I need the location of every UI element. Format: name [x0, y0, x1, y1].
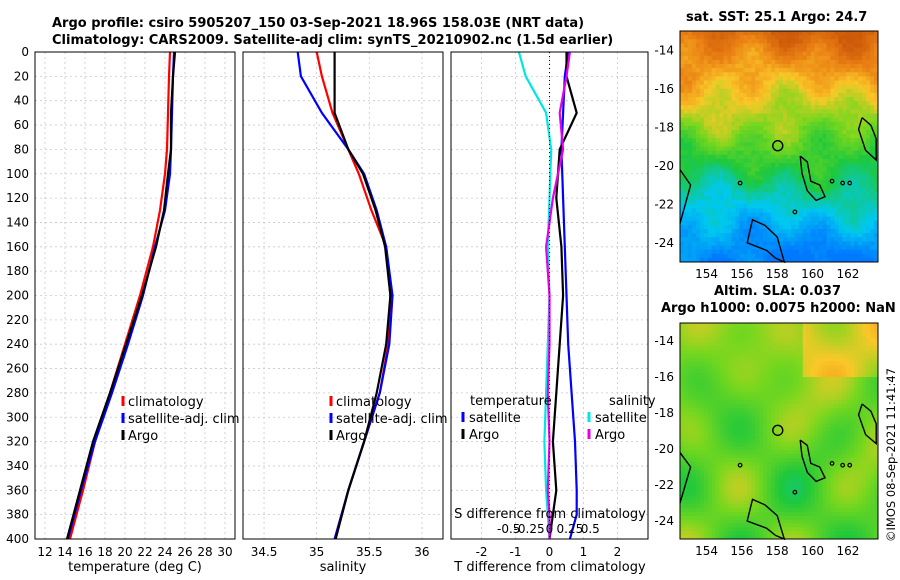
temp-ytick-label: 160	[6, 240, 29, 254]
sst-map-ytick-label: -14	[654, 43, 674, 57]
sst-map-xtick-label: 162	[836, 267, 859, 281]
temp-ytick-label: 180	[6, 264, 29, 278]
sst-map-ytick-label: -16	[654, 82, 674, 96]
diff-xlabel: T difference from climatology	[453, 560, 646, 575]
diff-legend-label: Argo	[595, 428, 625, 443]
sla-map-xtick-label: 154	[695, 544, 718, 558]
sal-legend-label: climatology	[336, 395, 412, 410]
temp-ytick-label: 320	[6, 435, 29, 449]
temp-ytick-label: 40	[14, 94, 29, 108]
sst-map-xtick-label: 158	[766, 267, 789, 281]
sla-map-xtick-label: 160	[801, 544, 824, 558]
sla-map-ytick-label: -16	[654, 370, 674, 384]
temp-ytick-label: 220	[6, 313, 29, 327]
sla-map-ytick-label: -18	[654, 406, 674, 420]
diff-legend-temp-title: temperature	[470, 394, 552, 409]
sst-map-ytick-label: -20	[654, 159, 674, 173]
temp-ytick-label: 140	[6, 215, 29, 229]
diff-legend-label: satellite	[469, 411, 521, 426]
sst-map-ytick-label: -22	[654, 197, 674, 211]
temp-ytick-label: 60	[14, 118, 29, 132]
diff-legend-sal-title: salinity	[609, 394, 656, 409]
temp-legend-label: Argo	[128, 429, 158, 444]
sla-map-ytick-label: -22	[654, 478, 674, 492]
temp-ytick-label: 100	[6, 167, 29, 181]
temp-ytick-label: 260	[6, 362, 29, 376]
temp-xtick-label: 14	[57, 545, 72, 559]
diff-legend-label: satellite	[595, 411, 647, 426]
diff-xtick-label: 2	[614, 545, 622, 559]
temp-ytick-label: 360	[6, 483, 29, 497]
figure-canvas: 12 14 16 18 20 22 24 26 28 3002040608010012014016…	[0, 0, 900, 580]
sal-legend-label: Argo	[336, 429, 366, 444]
temp-ytick-label: 200	[6, 289, 29, 303]
temp-ytick-label: 80	[14, 142, 29, 156]
sla-map-xtick-label: 158	[766, 544, 789, 558]
temp-ytick-label: 20	[14, 69, 29, 83]
diff-xtick-label: -1	[510, 545, 522, 559]
sst-map-heatmap	[680, 31, 878, 262]
temp-xtick-label: 22	[137, 545, 152, 559]
sst-map-xtick-label: 160	[801, 267, 824, 281]
diff-xtick2-label: 0	[546, 522, 554, 536]
temp-xtick-label: 26	[177, 545, 192, 559]
sla-map-heatmap	[680, 323, 878, 539]
temp-xlabel: temperature (deg C)	[68, 560, 202, 575]
sst-map-ytick-label: -18	[654, 120, 674, 134]
temp-xtick-label: 20	[117, 545, 132, 559]
diff-xtick-label: -2	[476, 545, 488, 559]
sal-xlabel: salinity	[320, 560, 367, 575]
temp-xtick-label: 24	[157, 545, 172, 559]
sla-map-ytick-label: -24	[654, 514, 674, 528]
diff-xtick2-label: 0.5	[581, 522, 600, 536]
sal-xtick-label: 34.5	[251, 545, 278, 559]
sal-legend-label: satellite-adj. clim	[336, 412, 448, 427]
temp-ytick-label: 0	[21, 45, 29, 59]
diff-xlabel2: S difference from climatology	[454, 507, 646, 522]
diff-xtick-label: 1	[580, 545, 588, 559]
diff-xtick2-label: -0.25	[514, 522, 545, 536]
sla-map-xtick-label: 162	[836, 544, 859, 558]
temp-xtick-label: 18	[97, 545, 112, 559]
sal-xtick-label: 36	[414, 545, 429, 559]
temp-ytick-label: 400	[6, 532, 29, 546]
sla-map-xtick-label: 156	[730, 544, 753, 558]
sst-map-ytick-label: -24	[654, 236, 674, 250]
sla-map-ytick-label: -20	[654, 442, 674, 456]
diff-xtick-label: 0	[546, 545, 554, 559]
sal-xtick-label: 35.5	[356, 545, 383, 559]
temp-xtick-label: 28	[197, 545, 212, 559]
sst-map-xtick-label: 154	[695, 267, 718, 281]
sal-xtick-label: 35	[309, 545, 324, 559]
temp-legend-label: climatology	[128, 395, 204, 410]
temp-ytick-label: 280	[6, 386, 29, 400]
sla-map-ytick-label: -14	[654, 334, 674, 348]
temp-ytick-label: 300	[6, 410, 29, 424]
temp-xtick-label: 30	[217, 545, 232, 559]
diff-xtick2-label: 0.25	[557, 522, 584, 536]
temp-ytick-label: 120	[6, 191, 29, 205]
sst-map-xtick-label: 156	[730, 267, 753, 281]
temp-ytick-label: 340	[6, 459, 29, 473]
temp-xtick-label: 12	[37, 545, 52, 559]
diff-legend-label: Argo	[469, 428, 499, 443]
temp-xtick-label: 16	[77, 545, 92, 559]
temp-legend-label: satellite-adj. clim	[128, 412, 240, 427]
temp-ytick-label: 380	[6, 508, 29, 522]
temp-ytick-label: 240	[6, 337, 29, 351]
